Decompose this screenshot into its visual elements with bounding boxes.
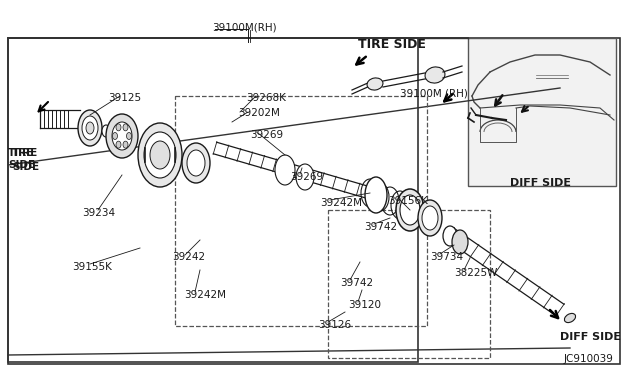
Ellipse shape (422, 206, 438, 230)
Ellipse shape (182, 143, 210, 183)
Bar (175, 96, 427, 326)
Text: 38225W: 38225W (454, 268, 497, 278)
Ellipse shape (452, 230, 468, 254)
Text: 39269: 39269 (290, 172, 323, 182)
Ellipse shape (418, 200, 442, 236)
Text: TIRE
SIDE: TIRE SIDE (8, 148, 35, 170)
Ellipse shape (127, 132, 131, 140)
Ellipse shape (367, 78, 383, 90)
Text: 39100M (RH): 39100M (RH) (400, 88, 468, 98)
Ellipse shape (396, 189, 424, 231)
Text: 39126: 39126 (318, 320, 351, 330)
Text: 39742: 39742 (364, 222, 397, 232)
Ellipse shape (116, 141, 121, 148)
Ellipse shape (138, 123, 182, 187)
Text: 39156K: 39156K (388, 196, 428, 206)
Text: TIRE SIDE: TIRE SIDE (358, 38, 426, 51)
Bar (8, 38, 418, 362)
Text: 39242M: 39242M (320, 198, 362, 208)
Ellipse shape (365, 177, 387, 213)
Ellipse shape (187, 150, 205, 176)
Text: 39242: 39242 (172, 252, 205, 262)
Ellipse shape (564, 314, 575, 323)
Text: 39202M: 39202M (238, 108, 280, 118)
Text: 39125: 39125 (108, 93, 141, 103)
Ellipse shape (144, 132, 176, 178)
Text: DIFF SIDE: DIFF SIDE (510, 178, 571, 188)
Ellipse shape (106, 114, 138, 158)
Ellipse shape (82, 116, 98, 140)
Ellipse shape (443, 226, 457, 246)
Ellipse shape (112, 122, 132, 150)
Ellipse shape (123, 124, 128, 131)
Bar (328, 210, 490, 358)
Ellipse shape (123, 141, 128, 148)
Ellipse shape (400, 195, 420, 225)
Ellipse shape (86, 122, 94, 134)
Text: 39120: 39120 (348, 300, 381, 310)
Text: 39734: 39734 (430, 252, 463, 262)
Text: DIFF SIDE: DIFF SIDE (560, 332, 621, 342)
Text: 39234: 39234 (82, 208, 115, 218)
Ellipse shape (78, 110, 102, 146)
Ellipse shape (116, 124, 121, 131)
Bar (468, 38, 616, 186)
Text: 39100M(RH): 39100M(RH) (212, 22, 276, 32)
Text: 39742: 39742 (340, 278, 373, 288)
Ellipse shape (296, 164, 314, 190)
Text: SIDE: SIDE (12, 162, 39, 172)
Ellipse shape (102, 125, 110, 137)
Ellipse shape (150, 141, 170, 169)
Text: JC910039: JC910039 (564, 354, 614, 364)
Ellipse shape (425, 67, 445, 83)
Text: TIRE: TIRE (12, 148, 38, 158)
Text: 39155K: 39155K (72, 262, 112, 272)
Ellipse shape (113, 132, 118, 140)
Bar (8, 38, 620, 364)
Text: 39268K: 39268K (246, 93, 286, 103)
Text: 39269: 39269 (250, 130, 283, 140)
Ellipse shape (275, 155, 295, 185)
Text: 39242M: 39242M (184, 290, 226, 300)
